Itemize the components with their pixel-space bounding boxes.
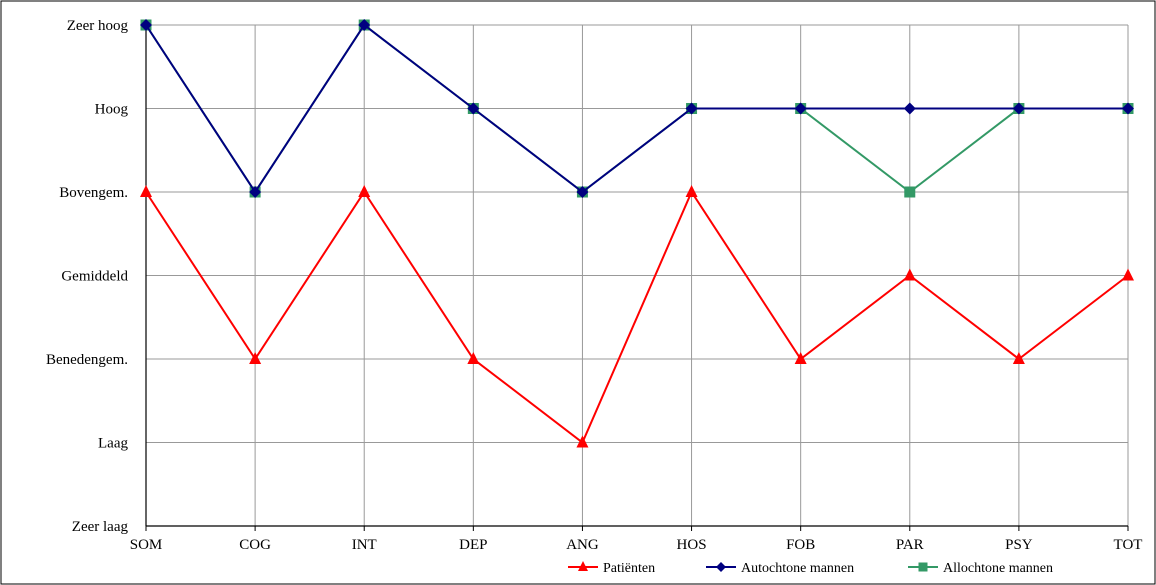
x-tick-label: COG [239, 537, 271, 553]
x-tick-label: ANG [566, 537, 599, 553]
y-tick-label: Benedengem. [46, 352, 128, 368]
legend-swatch-marker [919, 563, 928, 572]
legend-label: Patiënten [603, 561, 655, 576]
x-tick-label: SOM [130, 537, 163, 553]
legend: Patiënten Autochtone mannen Allochtone man… [568, 561, 1053, 576]
x-tick-label: TOT [1114, 537, 1143, 553]
legend-label: Autochtone mannen [741, 561, 854, 576]
x-tick-label: DEP [459, 537, 487, 553]
x-tick-label: PAR [896, 537, 924, 553]
x-tick-label: FOB [786, 537, 815, 553]
y-tick-label: Gemiddeld [61, 269, 128, 285]
x-tick-label: HOS [677, 537, 707, 553]
y-tick-label: Laag [98, 436, 128, 452]
y-tick-label: Bovengem. [59, 185, 128, 201]
y-tick-label: Hoog [95, 102, 129, 118]
data-point [904, 187, 915, 198]
x-tick-label: PSY [1005, 537, 1033, 553]
y-tick-label: Zeer hoog [67, 18, 129, 34]
y-tick-label: Zeer laag [72, 519, 129, 535]
legend-label: Allochtone mannen [943, 561, 1053, 576]
x-tick-label: INT [352, 537, 377, 553]
